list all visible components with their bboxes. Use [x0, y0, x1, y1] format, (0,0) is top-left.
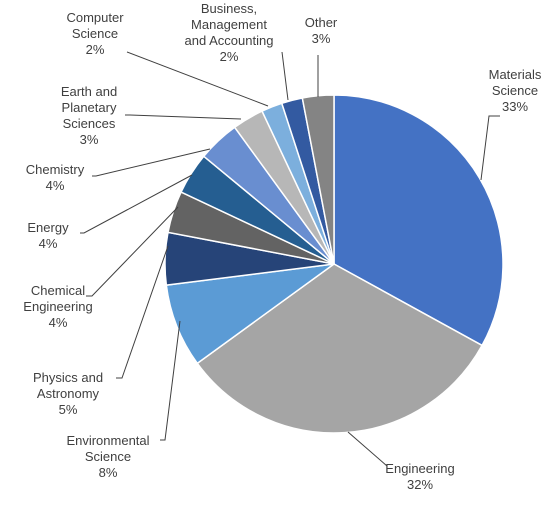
slice-label-chemistry: Chemistry 4%: [26, 162, 85, 193]
slice-percent-label: 2%: [220, 49, 239, 64]
slice-percent-label: 8%: [99, 465, 118, 480]
slice-name-label-line: Materials: [489, 67, 542, 82]
leader-line-chemical-engineering: [86, 206, 179, 297]
slice-name-label-line: Science: [492, 83, 538, 98]
slice-label-physics-and-astronomy: Physics and Astronomy 5%: [33, 370, 103, 417]
leader-lines-layer: [80, 51, 500, 467]
leader-line-materials-science: [480, 115, 500, 181]
slice-label-chemical-engineering: Chemical Engineering 4%: [23, 283, 92, 330]
leader-line-engineering: [347, 431, 388, 467]
slice-label-earth-and-planetary-sciences: Earth and Planetary Sciences 3%: [61, 84, 117, 147]
slice-name-label-line: Management: [191, 17, 267, 32]
slice-name-label-line: Engineering: [23, 299, 92, 314]
slice-label-engineering: Engineering 32%: [385, 461, 454, 492]
slice-name-label-line: Energy: [27, 220, 69, 235]
slice-name-label-line: Astronomy: [37, 386, 100, 401]
slice-name-label-line: Environmental: [66, 433, 149, 448]
slice-name-label-line: Planetary: [62, 100, 117, 115]
slice-name-label-line: Chemical: [31, 283, 85, 298]
slice-percent-label: 5%: [59, 402, 78, 417]
leader-line-chemistry: [92, 148, 211, 177]
slice-label-environmental-science: Environmental Science 8%: [66, 433, 149, 480]
leader-line-earth-and-planetary-sciences: [125, 114, 242, 120]
slice-label-energy: Energy 4%: [27, 220, 69, 251]
slice-name-label-line: Engineering: [385, 461, 454, 476]
slice-name-label-line: Business,: [201, 1, 257, 16]
slice-percent-label: 4%: [39, 236, 58, 251]
slice-name-label-line: Sciences: [63, 116, 116, 131]
slice-percent-label: 4%: [46, 178, 65, 193]
slice-label-other: Other 3%: [305, 15, 338, 46]
slice-percent-label: 32%: [407, 477, 433, 492]
slice-percent-label: 4%: [49, 315, 68, 330]
slice-percent-label: 2%: [86, 42, 105, 57]
slice-label-business-management-and-accounting: Business, Management and Accounting 2%: [185, 1, 274, 64]
leader-line-environmental-science: [160, 320, 181, 441]
leader-line-physics-and-astronomy: [116, 245, 169, 379]
slice-name-label-line: Physics and: [33, 370, 103, 385]
slice-name-label-line: Computer: [66, 10, 124, 25]
slice-name-label-line: Science: [72, 26, 118, 41]
slice-name-label-line: Other: [305, 15, 338, 30]
slice-name-label-line: Chemistry: [26, 162, 85, 177]
labels-layer: Materials Science 33%Engineering 32%Environ…: [23, 1, 542, 492]
slice-name-label-line: and Accounting: [185, 33, 274, 48]
leader-line-business-management-and-accounting: [281, 51, 289, 101]
slice-name-label-line: Science: [85, 449, 131, 464]
slice-percent-label: 3%: [312, 31, 331, 46]
slice-label-materials-science: Materials Science 33%: [489, 67, 542, 114]
pie-slice-engineering: [196, 263, 484, 434]
leader-line-computer-science: [126, 51, 269, 107]
pie-slice-materials-science: [333, 94, 504, 347]
slice-percent-label: 33%: [502, 99, 528, 114]
slice-label-computer-science: Computer Science 2%: [66, 10, 124, 57]
slice-name-label-line: Earth and: [61, 84, 117, 99]
slice-percent-label: 3%: [80, 132, 99, 147]
slices-layer: [164, 94, 504, 434]
leader-line-energy: [80, 174, 193, 234]
